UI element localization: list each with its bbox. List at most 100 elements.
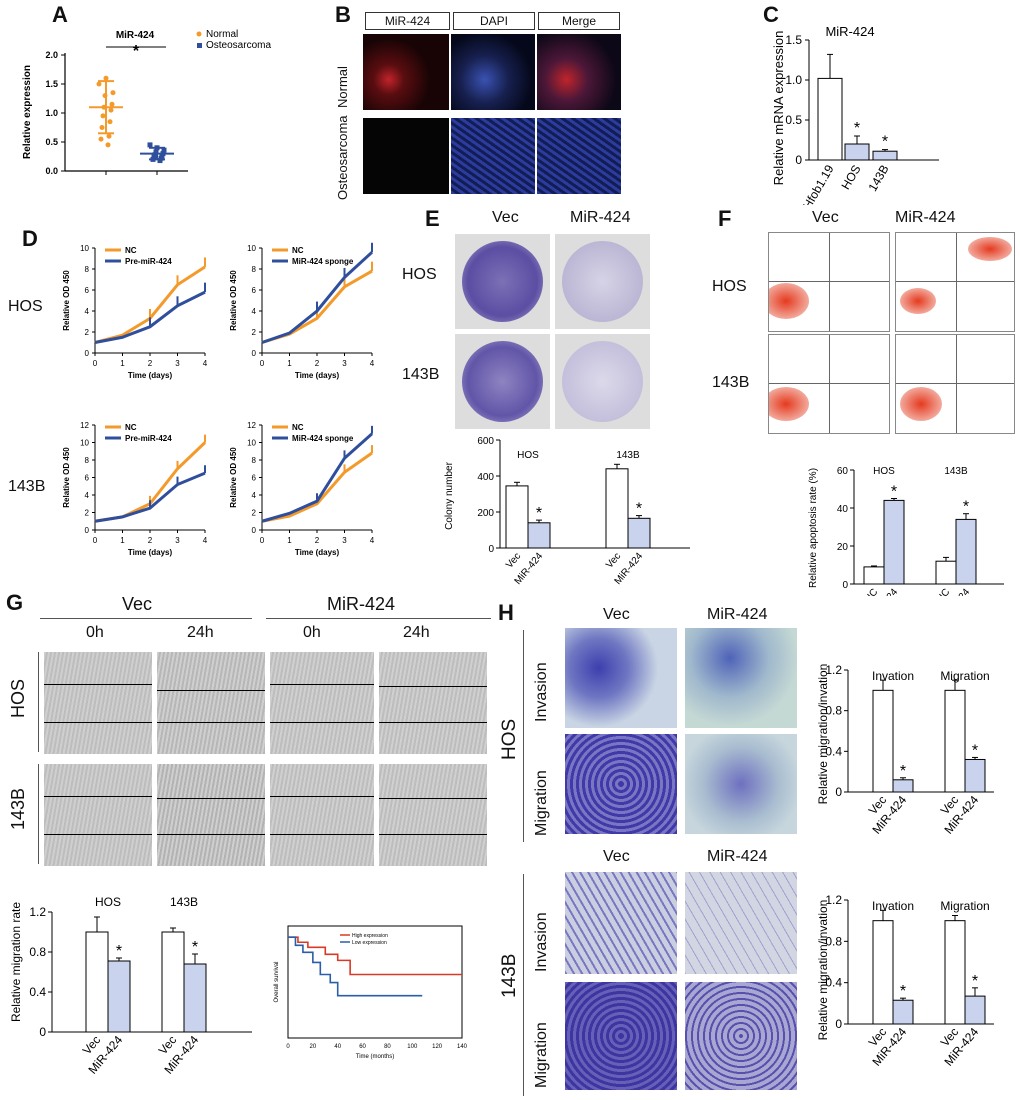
x-tick-label: 0 bbox=[286, 1044, 290, 1050]
y-tick-label: 10 bbox=[80, 439, 89, 448]
x-tick-label: 1 bbox=[287, 359, 292, 368]
group-label: HOS bbox=[517, 450, 539, 461]
y-tick-label: 1.0 bbox=[785, 73, 802, 87]
col-mir424: MiR-424 bbox=[327, 594, 396, 614]
bar bbox=[161, 931, 185, 1033]
data-point bbox=[109, 101, 115, 107]
legend-label: Pre-miR-424 bbox=[125, 257, 172, 266]
y-tick-label: 10 bbox=[247, 439, 256, 448]
micrograph-osteo-dapi bbox=[451, 118, 535, 194]
x-axis-label: Time (days) bbox=[295, 548, 340, 557]
bar bbox=[85, 931, 109, 1033]
bar bbox=[605, 468, 629, 549]
micrograph-osteo-mir424 bbox=[363, 118, 449, 194]
significance-star: * bbox=[536, 505, 542, 522]
x-tick-label: 2 bbox=[148, 359, 153, 368]
panel-d: HOS 143B 0 2 4 6 8 10 0 1 2 3 4 Time (days) Relative… bbox=[0, 228, 400, 588]
legend-normal-marker bbox=[196, 31, 202, 37]
time-0h: 0h bbox=[86, 624, 104, 641]
y-tick-label: 6 bbox=[85, 474, 90, 483]
y-tick: 1.5 bbox=[45, 79, 58, 89]
data-point bbox=[105, 142, 111, 148]
y-tick-label: 8 bbox=[85, 456, 90, 465]
significance-star: * bbox=[636, 501, 642, 518]
x-tick-label: 3 bbox=[342, 536, 347, 545]
y-tick: 1.0 bbox=[45, 108, 58, 118]
panel-e-chart: Colony number 0200400600HOSVec*MiR-42414… bbox=[444, 436, 690, 586]
bar bbox=[964, 758, 986, 793]
panel-c: MiR-424 Relative mRNA expression 0 0.5 1.0… bbox=[755, 0, 1020, 212]
panel-g-charts: Relative migration rate 00.40.81.2HOSVec… bbox=[9, 895, 468, 1077]
group-label: HOS bbox=[95, 895, 121, 909]
significance-star: * bbox=[900, 763, 906, 780]
panel-h-charts: Relative migration/invation Relative mig… bbox=[816, 663, 994, 1069]
growth-chart-hos-sponge: 0 2 4 6 8 10 0 1 2 3 4 Time (days) Relative OD 450 NC… bbox=[229, 242, 375, 380]
x-tick-label: 2 bbox=[148, 536, 153, 545]
legend-osteosarcoma: Osteosarcoma bbox=[206, 40, 271, 51]
bar bbox=[505, 485, 529, 549]
panel-c-chart: MiR-424 Relative mRNA expression 0 0.5 1.0… bbox=[771, 24, 939, 212]
bar bbox=[944, 689, 966, 793]
x-tick-label: 0 bbox=[260, 359, 265, 368]
y-tick-label: 60 bbox=[837, 466, 849, 477]
bar bbox=[892, 779, 914, 793]
row-143b: 143B bbox=[402, 366, 440, 383]
bar bbox=[935, 560, 957, 585]
data-point bbox=[98, 136, 104, 142]
row-normal: Normal bbox=[335, 66, 350, 108]
panel-label-h: H bbox=[498, 600, 514, 625]
x-tick-label: 4 bbox=[370, 536, 375, 545]
bar bbox=[817, 77, 843, 161]
x-tick-label: 3 bbox=[342, 359, 347, 368]
panel-b: MiR-424 DAPI Merge Normal Osteosarcoma bbox=[325, 0, 750, 200]
transwell-143b-vec-migration bbox=[565, 982, 677, 1090]
group-label: 143B bbox=[170, 895, 198, 909]
legend-label: High expression bbox=[352, 933, 388, 939]
y-tick-label: 6 bbox=[85, 286, 90, 295]
scratch-hos-mir424-0h bbox=[270, 652, 374, 754]
scratch-143b-vec-0h bbox=[44, 764, 152, 866]
y-tick-label: 10 bbox=[80, 244, 89, 253]
panel-h-hos-plot: 00.40.81.2 InvationVec*MiR-424MigrationVe… bbox=[825, 663, 994, 837]
group-label: Invation bbox=[872, 899, 914, 913]
legend-label: NC bbox=[125, 423, 137, 432]
flow-143b-vec bbox=[768, 334, 890, 434]
legend-label: Low expression bbox=[352, 940, 387, 946]
panel-a-title: MiR-424 bbox=[116, 30, 155, 41]
y-tick-label: 1.2 bbox=[825, 893, 842, 907]
transwell-hos-mir424-invasion bbox=[685, 628, 797, 728]
y-tick-label: 200 bbox=[477, 508, 494, 519]
x-tick-label: 140 bbox=[457, 1044, 468, 1050]
x-tick-label: 40 bbox=[334, 1044, 341, 1050]
y-tick-label: 0.5 bbox=[785, 113, 802, 127]
col-vec: Vec bbox=[603, 606, 630, 623]
legend-label: NC bbox=[292, 246, 304, 255]
scratch-hos-vec-0h bbox=[44, 652, 152, 754]
bar bbox=[872, 920, 894, 1025]
plate-hos-mir424 bbox=[555, 234, 650, 329]
x-tick-label: 100 bbox=[407, 1044, 418, 1050]
panel-label-b: B bbox=[335, 2, 351, 27]
scratch-hos-vec-24h bbox=[157, 652, 265, 754]
panel-c-plot: 0 0.5 1.0 1.5 Hfob1.19 * HOS * 143B bbox=[785, 33, 939, 212]
growth-chart-hos-pre: 0 2 4 6 8 10 0 1 2 3 4 Time (days) Relative OD 450 NC… bbox=[62, 244, 208, 380]
y-tick-label: 0.8 bbox=[825, 934, 842, 948]
data-point bbox=[100, 113, 106, 119]
y-tick: 0.0 bbox=[45, 166, 58, 176]
group-label: Migration bbox=[940, 899, 989, 913]
x-tick-label: Vec bbox=[604, 551, 623, 571]
y-tick-label: 0 bbox=[842, 580, 848, 591]
data-point bbox=[99, 125, 105, 130]
y-tick-label: 0 bbox=[39, 1025, 46, 1039]
significance-star: * bbox=[891, 484, 897, 501]
y-tick-label: 0 bbox=[835, 1017, 842, 1031]
y-tick-label: 12 bbox=[80, 421, 89, 430]
x-tick-label: 2 bbox=[315, 536, 320, 545]
time-24h: 24h bbox=[187, 624, 214, 641]
bar bbox=[892, 999, 914, 1025]
y-tick-label: 8 bbox=[85, 265, 90, 274]
y-tick-label: 1.2 bbox=[29, 905, 46, 919]
group-label: HOS bbox=[873, 466, 895, 477]
data-point bbox=[96, 81, 102, 87]
